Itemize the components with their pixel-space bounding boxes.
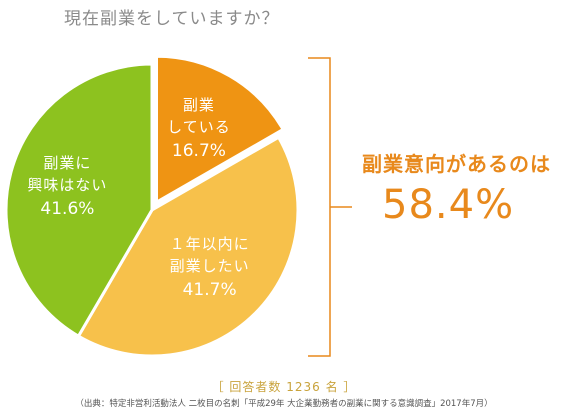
summary-bracket — [308, 57, 352, 357]
respondent-count: ［ 回答者数 1236 名 ］ — [211, 380, 357, 394]
slice-label-2-line-1: １年以内に — [170, 235, 250, 253]
source-note: （出典：特定非営利活動法人 二枚目の名刺「平成29年 大企業勤務者の副業に関する… — [75, 399, 493, 409]
chart-title: 現在副業をしていますか？ — [64, 9, 280, 29]
slice-label-1-line-1: 副業 — [183, 96, 215, 114]
slice-value-3: 41.6% — [40, 199, 94, 219]
slice-label-3-line-2: 興味はない — [27, 176, 107, 194]
pie-slice-3 — [4, 62, 154, 338]
pie-slice-1 — [155, 54, 285, 204]
summary-label: 副業意向があるのは — [362, 152, 551, 176]
pie-slices — [4, 54, 300, 358]
summary-value: 58.4% — [382, 182, 515, 228]
slice-label-2-line-2: 副業したい — [170, 257, 250, 275]
slice-label-1-line-2: している — [167, 118, 231, 136]
slice-value-2: 41.7% — [183, 280, 237, 300]
pie-slice-2 — [76, 135, 300, 358]
slice-label-3-line-1: 副業に — [43, 154, 91, 172]
slice-value-1: 16.7% — [172, 141, 226, 161]
